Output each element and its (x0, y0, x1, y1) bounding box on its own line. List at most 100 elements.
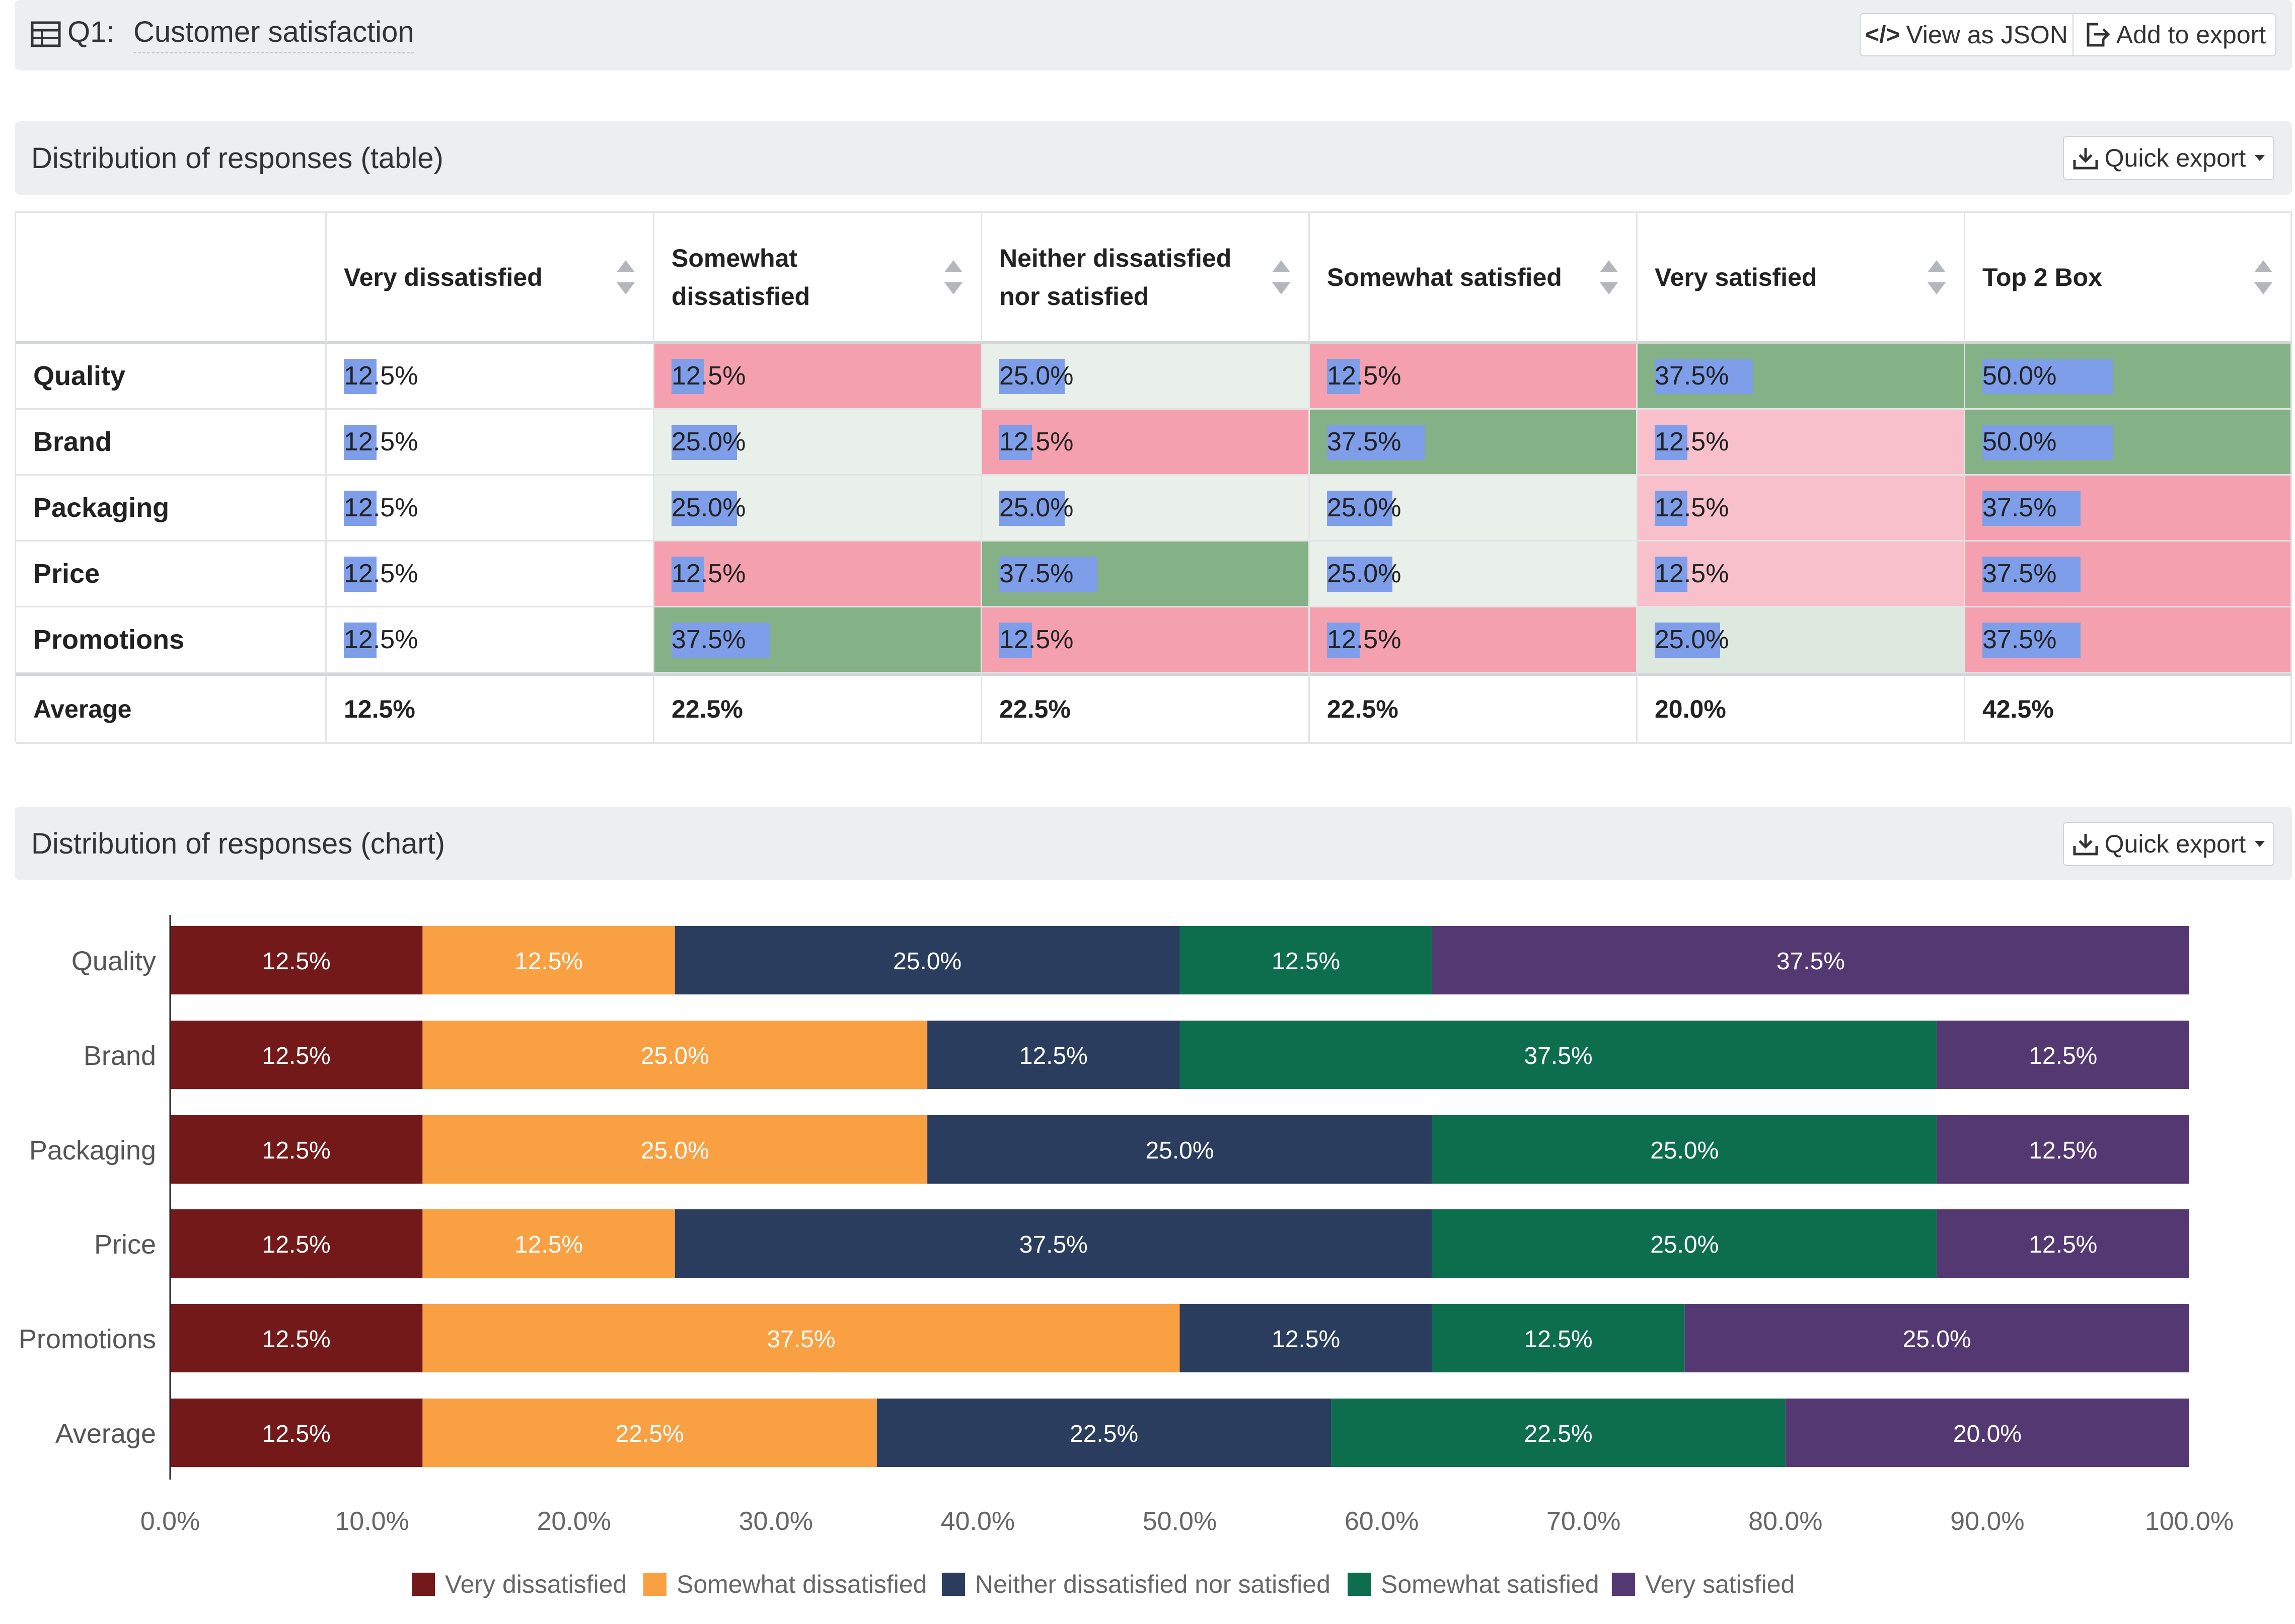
percent-bar (999, 425, 1032, 460)
data-label: 25.0% (1650, 1231, 1719, 1258)
data-label: 22.5% (1524, 1421, 1593, 1447)
table-cell: 12.5% (327, 607, 654, 673)
bar-segment (170, 1209, 423, 1278)
table-cell: 12.5% (1638, 542, 1965, 607)
bar-segment (1937, 1209, 2189, 1278)
percent-bar (999, 557, 1097, 592)
percent-bar (1982, 491, 2081, 526)
cell-value: 37.5% (1655, 361, 1729, 391)
data-label: 25.0% (1650, 1137, 1719, 1164)
percent-bar (1327, 557, 1392, 592)
row-label: Packaging (16, 476, 327, 542)
percent-bar (672, 359, 704, 394)
data-label: 22.5% (616, 1421, 684, 1447)
column-header[interactable]: Neither dissatisfied nor satisfied (982, 213, 1310, 344)
table-cell: 12.5% (327, 476, 654, 542)
cell-value: 12.5% (344, 559, 418, 588)
view-json-button[interactable]: </> View as JSON (1860, 13, 2074, 56)
bar-segment (422, 1209, 675, 1278)
bar-segment (1432, 1304, 1685, 1372)
percent-bar (1655, 359, 1753, 394)
percent-bar (672, 425, 737, 460)
percent-bar (344, 557, 377, 592)
question-title[interactable]: Customer satisfaction (133, 15, 414, 53)
data-label: 12.5% (262, 1421, 331, 1447)
cell-value: 12.5% (344, 427, 418, 456)
data-label: 20.0% (1953, 1421, 2022, 1447)
percent-bar (1655, 425, 1687, 460)
data-label: 25.0% (1145, 1137, 1214, 1164)
sort-icon[interactable] (1927, 258, 1947, 296)
x-tick-label: 70.0% (1546, 1507, 1620, 1536)
percent-bar (1327, 491, 1392, 526)
table-quick-export-button[interactable]: Quick export (2063, 136, 2274, 180)
cell-value: 12.5% (344, 493, 418, 522)
sort-icon[interactable] (1271, 258, 1291, 296)
cell-value: 12.5% (344, 625, 418, 654)
average-cell: 22.5% (654, 673, 982, 744)
sort-icon[interactable] (616, 258, 636, 296)
stacked-bar-chart: 12.5% 12.5% 25.0% 12.5% 37.5% Quality 12.5% 25.… (19, 915, 2234, 1598)
caret-down-icon (2255, 155, 2265, 161)
data-label: 12.5% (262, 1326, 331, 1353)
table-cell: 12.5% (327, 410, 654, 476)
column-header-label: Somewhat dissatisfied (672, 244, 810, 311)
column-header[interactable]: Somewhat dissatisfied (654, 213, 982, 344)
data-label: 12.5% (2029, 1231, 2097, 1258)
table-header-corner (16, 213, 327, 344)
bar-segment (1179, 926, 1432, 994)
bar-segment (170, 1021, 423, 1089)
table-cell: 37.5% (654, 607, 982, 673)
sort-icon[interactable] (943, 258, 964, 296)
cell-value: 12.5% (1655, 427, 1729, 456)
legend-swatch (1612, 1573, 1635, 1596)
column-header[interactable]: Top 2 Box (1965, 213, 2292, 344)
x-tick-label: 60.0% (1345, 1507, 1419, 1536)
table-cell: 37.5% (1965, 476, 2292, 542)
category-label: Price (94, 1229, 156, 1260)
table-icon (31, 21, 61, 47)
table-cell: 37.5% (1310, 410, 1638, 476)
bar-segment (170, 1115, 423, 1184)
data-label: 12.5% (514, 948, 583, 975)
bar-segment (675, 926, 1180, 994)
data-label: 12.5% (1272, 1326, 1340, 1353)
bar-segment (170, 1399, 423, 1467)
percent-bar (1982, 359, 2113, 394)
table-cell: 37.5% (1638, 344, 1965, 410)
column-header[interactable]: Very satisfied (1638, 213, 1965, 344)
legend-label: Very satisfied (1645, 1570, 1795, 1598)
bar-segment (927, 1115, 1432, 1184)
average-cell: 22.5% (1310, 673, 1638, 744)
data-label: 25.0% (893, 948, 961, 975)
percent-bar (999, 359, 1065, 394)
cell-value: 25.0% (999, 493, 1074, 522)
bar-segment (1179, 1021, 1937, 1089)
percent-bar (999, 491, 1065, 526)
bar-segment (422, 1304, 1180, 1372)
bar-segment (422, 1115, 928, 1184)
table-cell: 25.0% (982, 344, 1310, 410)
chart-quick-export-button[interactable]: Quick export (2063, 822, 2274, 866)
category-label: Packaging (29, 1135, 156, 1166)
cell-value: 12.5% (1655, 493, 1729, 522)
data-label: 12.5% (2029, 1137, 2097, 1164)
bar-segment (170, 926, 423, 994)
bar-segment (876, 1399, 1331, 1467)
column-header-label: Somewhat satisfied (1327, 263, 1562, 291)
percent-bar (672, 623, 770, 658)
sort-icon[interactable] (2253, 258, 2273, 296)
download-icon (2073, 834, 2098, 856)
data-label: 12.5% (262, 948, 331, 975)
legend-swatch (643, 1573, 667, 1596)
column-header[interactable]: Somewhat satisfied (1310, 213, 1638, 344)
chart-panel-title: Distribution of responses (chart) (31, 827, 445, 860)
column-header[interactable]: Very dissatisfied (327, 213, 654, 344)
cell-value: 25.0% (999, 361, 1074, 391)
add-to-export-button[interactable]: Add to export (2072, 13, 2276, 56)
data-label: 37.5% (1776, 948, 1845, 975)
sort-icon[interactable] (1599, 258, 1619, 296)
data-label: 25.0% (641, 1137, 709, 1164)
x-tick-label: 20.0% (537, 1507, 611, 1536)
percent-bar (344, 491, 377, 526)
